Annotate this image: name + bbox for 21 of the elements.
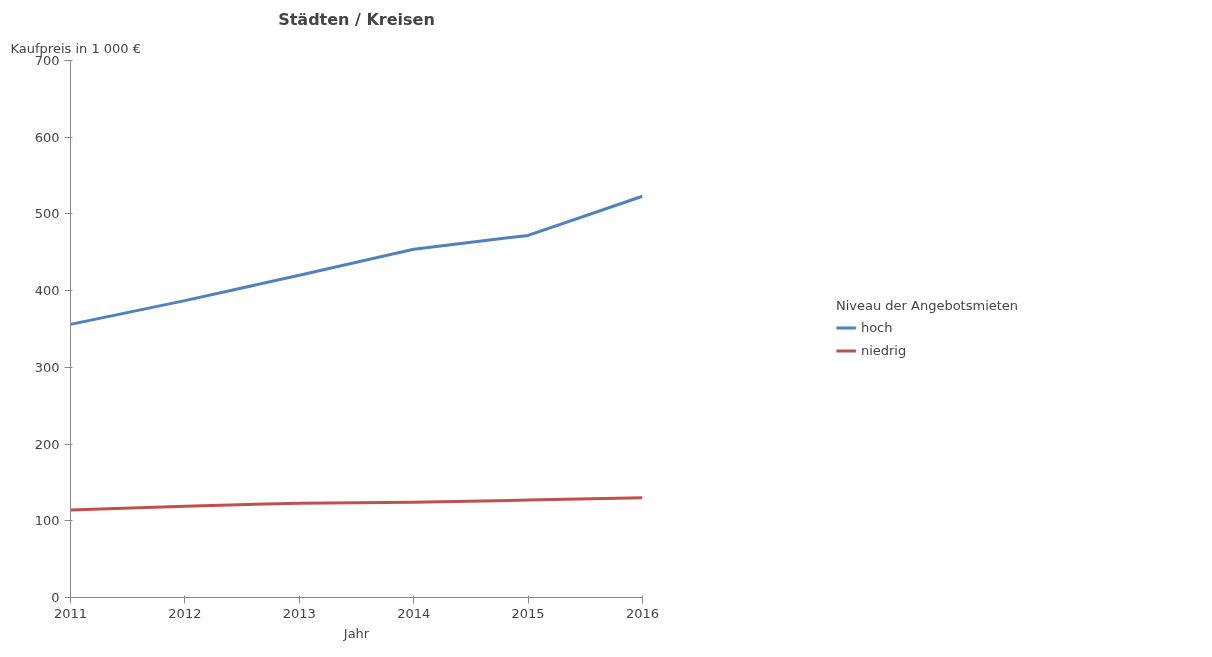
x-tick-label: 2016 <box>625 605 660 621</box>
legend-label: hoch <box>860 319 893 335</box>
x-tick-label: 2015 <box>511 605 545 621</box>
y-tick-label: 400 <box>34 283 60 299</box>
line-series <box>70 194 643 326</box>
y-tick-label: 0 <box>51 590 60 605</box>
chart-title: Städten / Kreisen <box>278 9 435 29</box>
y-tick-label: 300 <box>34 359 60 375</box>
x-tick-label: 2014 <box>397 605 431 621</box>
legend-title: Niveau der Angebotsmieten <box>835 297 1019 312</box>
x-axis-title: Jahr <box>342 625 370 641</box>
y-tick-label: 600 <box>34 129 60 145</box>
legend-label: niedrig <box>860 342 907 358</box>
x-tick-label: 2011 <box>53 605 88 621</box>
x-tick-label: 2013 <box>282 605 316 621</box>
y-tick-label: 100 <box>34 513 60 529</box>
y-tick-label: 500 <box>34 206 60 222</box>
y-tick-label: 200 <box>34 436 60 452</box>
line-series <box>70 496 643 512</box>
x-tick-label: 2012 <box>168 605 202 621</box>
y-axis-title: Kaufpreis in 1 000 € <box>10 40 142 56</box>
